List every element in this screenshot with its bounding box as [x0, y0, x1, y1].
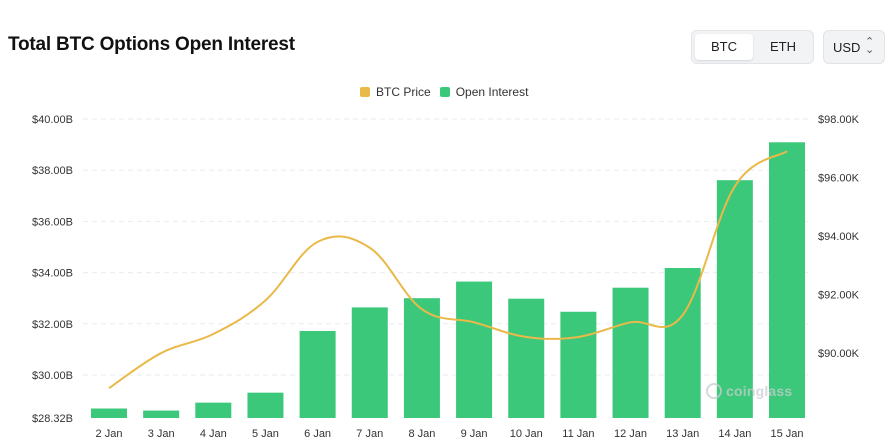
open-interest-bar: [247, 392, 284, 418]
left-axis-tick-label: $30.00B: [32, 370, 73, 382]
coinglass-watermark: coinglass: [706, 383, 792, 399]
updown-chevron-icon: ⌃ ⌄: [865, 36, 875, 56]
x-axis-tick-label: 7 Jan: [356, 428, 383, 440]
right-axis-tick-label: $94.00K: [818, 231, 860, 243]
legend-item-btc-price[interactable]: BTC Price: [360, 85, 431, 99]
x-axis-tick-label: 10 Jan: [510, 428, 543, 440]
x-axis-tick-label: 4 Jan: [200, 428, 227, 440]
x-axis-tick-label: 12 Jan: [614, 428, 647, 440]
btc-price-line: [108, 150, 788, 389]
asset-toggle: BTC ETH: [691, 30, 814, 64]
open-interest-bar: [456, 281, 493, 418]
chart-legend: BTC Price Open Interest: [360, 85, 537, 99]
tab-eth[interactable]: ETH: [770, 39, 796, 54]
right-axis-tick-label: $96.00K: [818, 173, 860, 185]
open-interest-bar: [299, 330, 336, 418]
currency-select[interactable]: USD ⌃ ⌄: [823, 30, 885, 64]
open-interest-bar: [403, 298, 440, 418]
chart-title: Total BTC Options Open Interest: [8, 34, 295, 55]
right-axis-tick-label: $90.00K: [818, 348, 860, 360]
open-interest-bar: [612, 287, 649, 418]
left-axis-tick-label: $28.32B: [32, 413, 73, 425]
legend-label-btc-price: BTC Price: [376, 85, 431, 99]
x-axis-tick-label: 5 Jan: [252, 428, 279, 440]
x-axis-tick-label: 11 Jan: [562, 428, 594, 440]
x-axis-tick-label: 3 Jan: [148, 428, 175, 440]
open-interest-bar: [769, 142, 805, 418]
open-interest-bar: [560, 311, 597, 418]
x-axis-tick-label: 9 Jan: [461, 428, 488, 440]
legend-label-open-interest: Open Interest: [455, 85, 529, 99]
open-interest-bar: [91, 408, 127, 418]
open-interest-bar: [716, 180, 753, 418]
left-axis-tick-label: $40.00B: [32, 114, 73, 126]
legend-item-open-interest[interactable]: Open Interest: [439, 85, 529, 99]
tab-btc[interactable]: BTC: [695, 34, 753, 60]
open-interest-bar: [351, 307, 388, 418]
open-interest-bar: [143, 410, 180, 418]
x-axis-tick-label: 13 Jan: [666, 428, 699, 440]
open-interest-bar: [508, 298, 545, 418]
left-axis-tick-label: $32.00B: [32, 319, 73, 331]
watermark-text: coinglass: [726, 383, 793, 399]
legend-swatch-btc-price: [360, 87, 370, 97]
x-axis-tick-label: 2 Jan: [96, 428, 123, 440]
right-axis-tick-label: $92.00K: [818, 290, 860, 302]
x-axis-tick-label: 6 Jan: [304, 428, 331, 440]
legend-swatch-open-interest: [439, 87, 450, 97]
left-axis-tick-label: $38.00B: [32, 165, 73, 177]
x-axis-tick-label: 15 Jan: [770, 428, 803, 440]
open-interest-bar: [195, 402, 232, 418]
left-axis-tick-label: $34.00B: [32, 268, 73, 280]
left-axis-tick-label: $36.00B: [32, 216, 73, 228]
x-axis-tick-label: 8 Jan: [408, 428, 435, 440]
right-axis-tick-label: $98.00K: [818, 114, 860, 126]
currency-label: USD: [833, 40, 861, 55]
x-axis-tick-label: 14 Jan: [718, 428, 751, 440]
coinglass-logo-icon: [706, 383, 722, 399]
